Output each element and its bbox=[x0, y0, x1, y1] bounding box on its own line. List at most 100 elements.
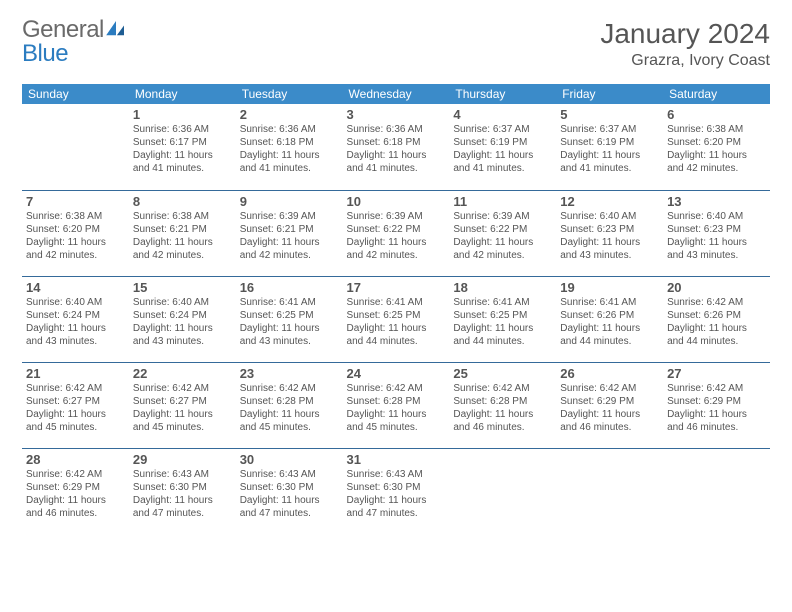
day-info: Sunrise: 6:38 AMSunset: 6:21 PMDaylight:… bbox=[133, 210, 232, 262]
day-info: Sunrise: 6:39 AMSunset: 6:22 PMDaylight:… bbox=[347, 210, 446, 262]
day-number: 22 bbox=[133, 366, 232, 381]
day-info: Sunrise: 6:39 AMSunset: 6:21 PMDaylight:… bbox=[240, 210, 339, 262]
day-info: Sunrise: 6:37 AMSunset: 6:19 PMDaylight:… bbox=[560, 123, 659, 175]
day-number: 6 bbox=[667, 107, 766, 122]
brand-sail-icon bbox=[106, 18, 126, 42]
day-info: Sunrise: 6:41 AMSunset: 6:25 PMDaylight:… bbox=[240, 296, 339, 348]
calendar-body: 1Sunrise: 6:36 AMSunset: 6:17 PMDaylight… bbox=[22, 104, 770, 534]
day-number: 10 bbox=[347, 194, 446, 209]
calendar-cell: 4Sunrise: 6:37 AMSunset: 6:19 PMDaylight… bbox=[449, 104, 556, 190]
day-info: Sunrise: 6:42 AMSunset: 6:29 PMDaylight:… bbox=[26, 468, 125, 520]
day-number: 5 bbox=[560, 107, 659, 122]
calendar-cell bbox=[663, 448, 770, 534]
calendar-cell: 6Sunrise: 6:38 AMSunset: 6:20 PMDaylight… bbox=[663, 104, 770, 190]
day-info: Sunrise: 6:40 AMSunset: 6:24 PMDaylight:… bbox=[26, 296, 125, 348]
day-number: 26 bbox=[560, 366, 659, 381]
day-number: 11 bbox=[453, 194, 552, 209]
weekday-header: Wednesday bbox=[343, 84, 450, 104]
calendar-cell: 21Sunrise: 6:42 AMSunset: 6:27 PMDayligh… bbox=[22, 362, 129, 448]
weekday-header: Sunday bbox=[22, 84, 129, 104]
day-info: Sunrise: 6:39 AMSunset: 6:22 PMDaylight:… bbox=[453, 210, 552, 262]
day-info: Sunrise: 6:42 AMSunset: 6:28 PMDaylight:… bbox=[453, 382, 552, 434]
day-info: Sunrise: 6:36 AMSunset: 6:18 PMDaylight:… bbox=[347, 123, 446, 175]
weekday-header: Monday bbox=[129, 84, 236, 104]
calendar-cell: 11Sunrise: 6:39 AMSunset: 6:22 PMDayligh… bbox=[449, 190, 556, 276]
day-info: Sunrise: 6:38 AMSunset: 6:20 PMDaylight:… bbox=[26, 210, 125, 262]
calendar-cell: 13Sunrise: 6:40 AMSunset: 6:23 PMDayligh… bbox=[663, 190, 770, 276]
calendar-cell: 9Sunrise: 6:39 AMSunset: 6:21 PMDaylight… bbox=[236, 190, 343, 276]
day-number: 30 bbox=[240, 452, 339, 467]
day-info: Sunrise: 6:43 AMSunset: 6:30 PMDaylight:… bbox=[133, 468, 232, 520]
brand-word1: General bbox=[22, 18, 104, 42]
calendar-cell: 2Sunrise: 6:36 AMSunset: 6:18 PMDaylight… bbox=[236, 104, 343, 190]
day-info: Sunrise: 6:37 AMSunset: 6:19 PMDaylight:… bbox=[453, 123, 552, 175]
day-number: 19 bbox=[560, 280, 659, 295]
day-number: 17 bbox=[347, 280, 446, 295]
day-number: 2 bbox=[240, 107, 339, 122]
calendar-cell: 28Sunrise: 6:42 AMSunset: 6:29 PMDayligh… bbox=[22, 448, 129, 534]
calendar-cell: 18Sunrise: 6:41 AMSunset: 6:25 PMDayligh… bbox=[449, 276, 556, 362]
day-number: 18 bbox=[453, 280, 552, 295]
header: GeneralBlue January 2024 Grazra, Ivory C… bbox=[22, 18, 770, 70]
day-number: 31 bbox=[347, 452, 446, 467]
location: Grazra, Ivory Coast bbox=[600, 52, 770, 70]
calendar-cell: 30Sunrise: 6:43 AMSunset: 6:30 PMDayligh… bbox=[236, 448, 343, 534]
day-number: 12 bbox=[560, 194, 659, 209]
calendar-cell: 24Sunrise: 6:42 AMSunset: 6:28 PMDayligh… bbox=[343, 362, 450, 448]
day-info: Sunrise: 6:42 AMSunset: 6:28 PMDaylight:… bbox=[240, 382, 339, 434]
calendar-cell: 17Sunrise: 6:41 AMSunset: 6:25 PMDayligh… bbox=[343, 276, 450, 362]
day-number: 29 bbox=[133, 452, 232, 467]
calendar-row: 7Sunrise: 6:38 AMSunset: 6:20 PMDaylight… bbox=[22, 190, 770, 276]
calendar-cell: 22Sunrise: 6:42 AMSunset: 6:27 PMDayligh… bbox=[129, 362, 236, 448]
calendar-row: 14Sunrise: 6:40 AMSunset: 6:24 PMDayligh… bbox=[22, 276, 770, 362]
day-info: Sunrise: 6:38 AMSunset: 6:20 PMDaylight:… bbox=[667, 123, 766, 175]
weekday-header: Friday bbox=[556, 84, 663, 104]
calendar-cell: 8Sunrise: 6:38 AMSunset: 6:21 PMDaylight… bbox=[129, 190, 236, 276]
day-number: 7 bbox=[26, 194, 125, 209]
calendar-row: 28Sunrise: 6:42 AMSunset: 6:29 PMDayligh… bbox=[22, 448, 770, 534]
day-info: Sunrise: 6:40 AMSunset: 6:23 PMDaylight:… bbox=[667, 210, 766, 262]
day-number: 13 bbox=[667, 194, 766, 209]
brand-logo: GeneralBlue bbox=[22, 18, 126, 66]
calendar-row: 1Sunrise: 6:36 AMSunset: 6:17 PMDaylight… bbox=[22, 104, 770, 190]
day-info: Sunrise: 6:42 AMSunset: 6:27 PMDaylight:… bbox=[133, 382, 232, 434]
calendar-cell: 29Sunrise: 6:43 AMSunset: 6:30 PMDayligh… bbox=[129, 448, 236, 534]
calendar-cell: 15Sunrise: 6:40 AMSunset: 6:24 PMDayligh… bbox=[129, 276, 236, 362]
calendar-cell: 10Sunrise: 6:39 AMSunset: 6:22 PMDayligh… bbox=[343, 190, 450, 276]
weekday-header: Saturday bbox=[663, 84, 770, 104]
calendar-cell: 20Sunrise: 6:42 AMSunset: 6:26 PMDayligh… bbox=[663, 276, 770, 362]
day-info: Sunrise: 6:36 AMSunset: 6:18 PMDaylight:… bbox=[240, 123, 339, 175]
calendar-table: SundayMondayTuesdayWednesdayThursdayFrid… bbox=[22, 84, 770, 534]
weekday-header: Tuesday bbox=[236, 84, 343, 104]
day-info: Sunrise: 6:40 AMSunset: 6:23 PMDaylight:… bbox=[560, 210, 659, 262]
day-info: Sunrise: 6:36 AMSunset: 6:17 PMDaylight:… bbox=[133, 123, 232, 175]
day-number: 25 bbox=[453, 366, 552, 381]
day-number: 21 bbox=[26, 366, 125, 381]
day-number: 8 bbox=[133, 194, 232, 209]
brand-word2: Blue bbox=[22, 42, 126, 66]
day-number: 3 bbox=[347, 107, 446, 122]
day-info: Sunrise: 6:42 AMSunset: 6:29 PMDaylight:… bbox=[667, 382, 766, 434]
day-info: Sunrise: 6:40 AMSunset: 6:24 PMDaylight:… bbox=[133, 296, 232, 348]
day-info: Sunrise: 6:41 AMSunset: 6:26 PMDaylight:… bbox=[560, 296, 659, 348]
day-number: 14 bbox=[26, 280, 125, 295]
day-number: 16 bbox=[240, 280, 339, 295]
calendar-cell: 31Sunrise: 6:43 AMSunset: 6:30 PMDayligh… bbox=[343, 448, 450, 534]
day-info: Sunrise: 6:42 AMSunset: 6:26 PMDaylight:… bbox=[667, 296, 766, 348]
calendar-cell: 14Sunrise: 6:40 AMSunset: 6:24 PMDayligh… bbox=[22, 276, 129, 362]
calendar-cell: 3Sunrise: 6:36 AMSunset: 6:18 PMDaylight… bbox=[343, 104, 450, 190]
calendar-cell: 23Sunrise: 6:42 AMSunset: 6:28 PMDayligh… bbox=[236, 362, 343, 448]
calendar-cell: 27Sunrise: 6:42 AMSunset: 6:29 PMDayligh… bbox=[663, 362, 770, 448]
title-block: January 2024 Grazra, Ivory Coast bbox=[600, 18, 770, 70]
calendar-cell: 26Sunrise: 6:42 AMSunset: 6:29 PMDayligh… bbox=[556, 362, 663, 448]
day-number: 4 bbox=[453, 107, 552, 122]
day-info: Sunrise: 6:41 AMSunset: 6:25 PMDaylight:… bbox=[453, 296, 552, 348]
calendar-cell bbox=[556, 448, 663, 534]
day-number: 28 bbox=[26, 452, 125, 467]
weekday-header: Thursday bbox=[449, 84, 556, 104]
day-number: 27 bbox=[667, 366, 766, 381]
day-info: Sunrise: 6:42 AMSunset: 6:28 PMDaylight:… bbox=[347, 382, 446, 434]
day-number: 1 bbox=[133, 107, 232, 122]
calendar-cell bbox=[22, 104, 129, 190]
calendar-cell: 5Sunrise: 6:37 AMSunset: 6:19 PMDaylight… bbox=[556, 104, 663, 190]
